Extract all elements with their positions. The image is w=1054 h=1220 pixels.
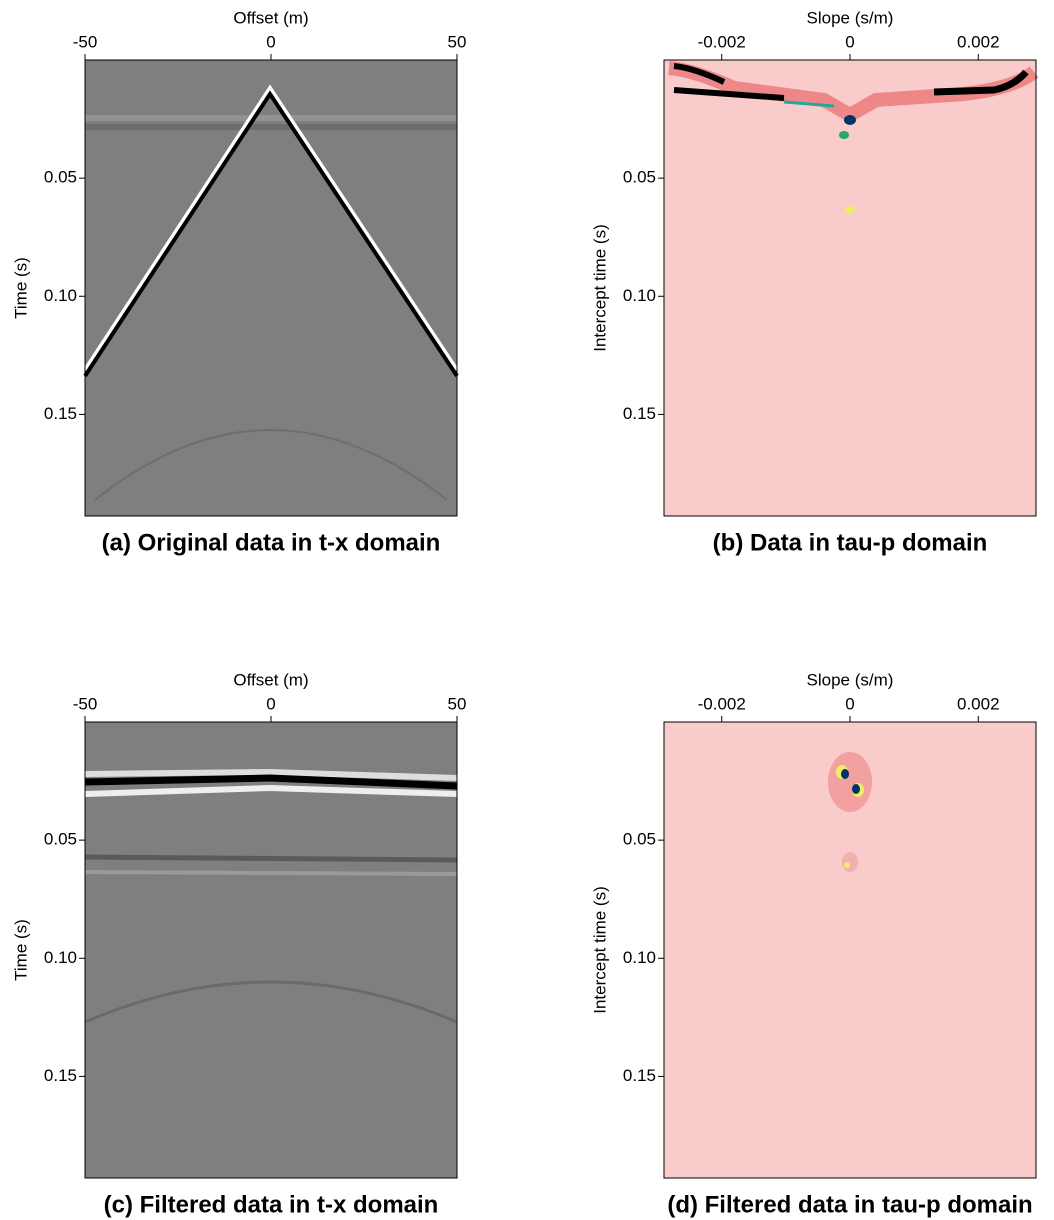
x-tick-label: -50	[73, 32, 98, 51]
y-axis-label: Intercept time (s)	[590, 224, 609, 352]
x-tick-label: 0	[266, 32, 275, 51]
image-background	[85, 722, 457, 1178]
image-event	[84, 870, 458, 876]
x-tick-label: -0.002	[698, 694, 746, 713]
y-tick-label: 0.15	[623, 1066, 656, 1085]
y-axis-label: Intercept time (s)	[590, 886, 609, 1014]
y-tick-label: 0.10	[44, 948, 77, 967]
y-tick-label: 0.05	[623, 830, 656, 849]
panel-caption: (a) Original data in t-x domain	[102, 529, 441, 556]
image-event	[84, 774, 458, 790]
image-event	[94, 429, 448, 501]
image-event	[673, 63, 726, 85]
x-tick-label: -50	[73, 694, 98, 713]
image-band	[85, 124, 457, 130]
y-tick-label: 0.10	[623, 948, 656, 967]
image-event	[839, 131, 849, 139]
seismic-image	[83, 60, 459, 516]
image-event	[83, 84, 459, 372]
y-tick-label: 0.15	[623, 404, 656, 423]
y-tick-label: 0.15	[44, 1066, 77, 1085]
image-band	[85, 115, 457, 121]
image-event	[844, 862, 850, 868]
image-event	[842, 852, 858, 872]
x-axis-label: Offset (m)	[233, 8, 308, 27]
image-event	[84, 980, 458, 1024]
x-tick-label: 50	[448, 32, 467, 51]
x-tick-label: 0.002	[957, 32, 1000, 51]
taup-image	[664, 722, 1036, 1178]
x-axis-label: Slope (s/m)	[807, 8, 894, 27]
y-axis-label: Time (s)	[11, 919, 30, 981]
image-event	[841, 769, 849, 779]
x-tick-label: 0.002	[957, 694, 1000, 713]
x-tick-label: 0	[845, 694, 854, 713]
x-tick-label: 50	[448, 694, 467, 713]
panel-caption: (d) Filtered data in tau-p domain	[667, 1191, 1032, 1218]
image-event	[844, 115, 856, 125]
y-tick-label: 0.10	[623, 286, 656, 305]
image-event	[845, 206, 855, 214]
y-tick-label: 0.05	[44, 168, 77, 187]
y-tick-label: 0.10	[44, 286, 77, 305]
y-tick-label: 0.05	[623, 168, 656, 187]
seismic-image	[84, 722, 458, 1178]
image-background	[85, 60, 457, 516]
image-event	[84, 854, 458, 863]
panel-caption: (b) Data in tau-p domain	[713, 529, 988, 556]
y-tick-label: 0.05	[44, 830, 77, 849]
image-event	[673, 87, 785, 101]
image-event	[933, 69, 1029, 96]
panel-caption: (c) Filtered data in t-x domain	[104, 1191, 439, 1218]
y-tick-label: 0.15	[44, 404, 77, 423]
y-axis-label: Time (s)	[11, 257, 30, 319]
image-event	[84, 768, 458, 781]
x-tick-label: 0	[845, 32, 854, 51]
image-event	[83, 90, 459, 378]
image-background	[664, 60, 1036, 516]
image-event	[828, 752, 872, 812]
image-event	[84, 784, 458, 797]
image-event	[852, 784, 860, 794]
x-tick-label: 0	[266, 694, 275, 713]
x-tick-label: -0.002	[698, 32, 746, 51]
x-axis-label: Slope (s/m)	[807, 670, 894, 689]
image-event	[783, 100, 835, 108]
taup-image	[664, 60, 1039, 516]
x-axis-label: Offset (m)	[233, 670, 308, 689]
